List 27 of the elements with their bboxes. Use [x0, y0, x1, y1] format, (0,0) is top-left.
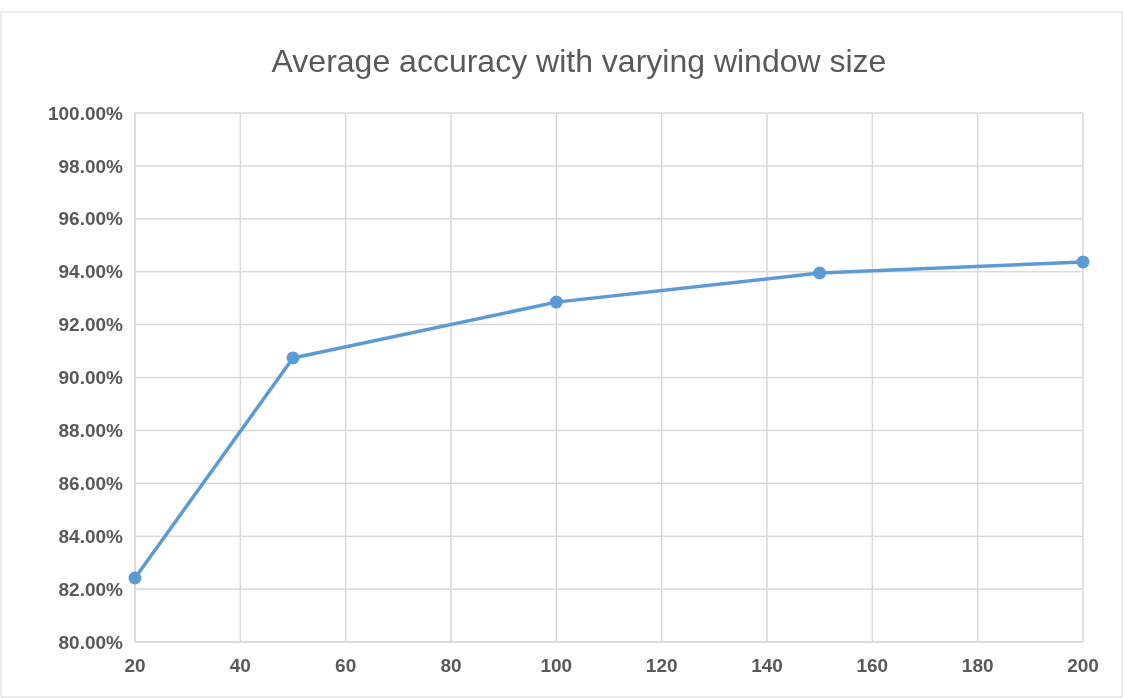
- y-tick-label: 82.00%: [58, 578, 124, 600]
- y-tick-label: 100.00%: [47, 102, 124, 124]
- x-tick-label: 100: [540, 655, 573, 676]
- y-tick-label: 94.00%: [58, 261, 124, 283]
- x-tick-label: 160: [856, 655, 889, 676]
- point: [813, 266, 827, 280]
- y-tick-label: 90.00%: [58, 367, 124, 389]
- x-tick-label: 40: [229, 655, 251, 676]
- x-tick-label: 180: [961, 655, 994, 676]
- point: [286, 351, 300, 365]
- y-tick-label: 88.00%: [58, 420, 124, 442]
- point: [1076, 255, 1090, 269]
- x-tick-label: 120: [645, 655, 678, 676]
- y-tick-label: 80.00%: [58, 631, 124, 653]
- y-tick-label: 84.00%: [58, 525, 124, 547]
- point: [549, 295, 563, 309]
- x-tick-label: 20: [124, 655, 146, 676]
- x-tick-label: 60: [335, 655, 357, 676]
- x-tick-label: 80: [440, 655, 462, 676]
- x-tick-label: 140: [751, 655, 783, 676]
- x-tick-label: 200: [1067, 655, 1099, 676]
- y-tick-label: 96.00%: [58, 208, 124, 230]
- point: [128, 571, 142, 585]
- chart-title: Average accuracy with varying window size: [271, 43, 887, 79]
- y-tick-label: 98.00%: [58, 155, 124, 177]
- y-tick-label: 92.00%: [58, 314, 124, 336]
- y-tick-label: 86.00%: [58, 472, 124, 494]
